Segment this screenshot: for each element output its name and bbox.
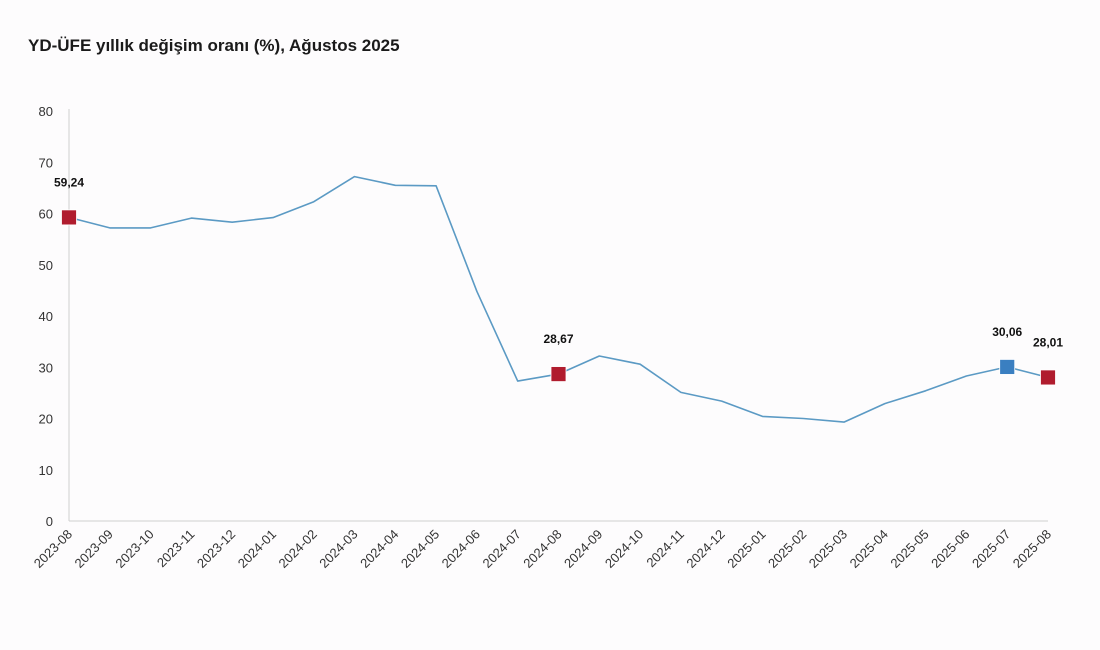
y-tick-label: 40 — [39, 309, 53, 324]
x-tick-label: 2024-05 — [398, 527, 442, 571]
x-tick-label: 2025-04 — [847, 527, 891, 571]
y-tick-label: 80 — [39, 104, 53, 119]
x-tick-label: 2024-03 — [316, 527, 360, 571]
y-tick-label: 0 — [46, 514, 53, 529]
y-tick-label: 10 — [39, 463, 53, 478]
x-tick-label: 2025-05 — [887, 527, 931, 571]
x-tick-label: 2025-01 — [724, 527, 768, 571]
chart-title: YD-ÜFE yıllık değişim oranı (%), Ağustos… — [28, 36, 400, 55]
x-tick-label: 2024-02 — [276, 527, 320, 571]
x-tick-label: 2023-11 — [154, 527, 198, 571]
x-tick-label: 2025-07 — [969, 527, 1013, 571]
y-tick-label: 70 — [39, 155, 53, 170]
data-label: 30,06 — [992, 325, 1022, 339]
data-point-marker — [61, 209, 77, 226]
x-tick-label: 2024-06 — [439, 527, 483, 571]
x-tick-label: 2024-08 — [520, 527, 564, 571]
x-tick-label: 2024-07 — [479, 527, 523, 571]
x-tick-label: 2025-02 — [765, 527, 809, 571]
data-label: 59,24 — [54, 175, 84, 189]
x-tick-label: 2023-10 — [112, 527, 156, 571]
data-label: 28,01 — [1033, 335, 1063, 349]
data-point-marker — [550, 366, 567, 382]
x-tick-label: 2024-09 — [561, 527, 605, 571]
x-tick-label: 2023-08 — [31, 527, 75, 571]
x-tick-label: 2024-10 — [602, 527, 646, 571]
data-label: 28,67 — [543, 332, 573, 346]
x-tick-label: 2025-03 — [806, 527, 850, 571]
y-tick-label: 50 — [39, 258, 53, 273]
y-tick-label: 30 — [39, 360, 53, 375]
data-point-marker — [1040, 369, 1056, 386]
x-tick-label: 2024-04 — [357, 527, 401, 571]
x-tick-label: 2023-12 — [194, 527, 238, 571]
y-tick-label: 20 — [39, 412, 53, 427]
y-tick-label: 60 — [39, 207, 53, 222]
x-tick-label: 2023-09 — [72, 527, 116, 571]
data-point-marker — [999, 359, 1016, 375]
x-tick-label: 2025-08 — [1010, 527, 1054, 571]
x-tick-label: 2025-06 — [928, 527, 972, 571]
x-tick-label: 2024-12 — [683, 527, 727, 571]
x-tick-label: 2024-01 — [235, 527, 279, 571]
series-line — [68, 175, 1049, 423]
x-tick-label: 2024-11 — [643, 527, 687, 571]
